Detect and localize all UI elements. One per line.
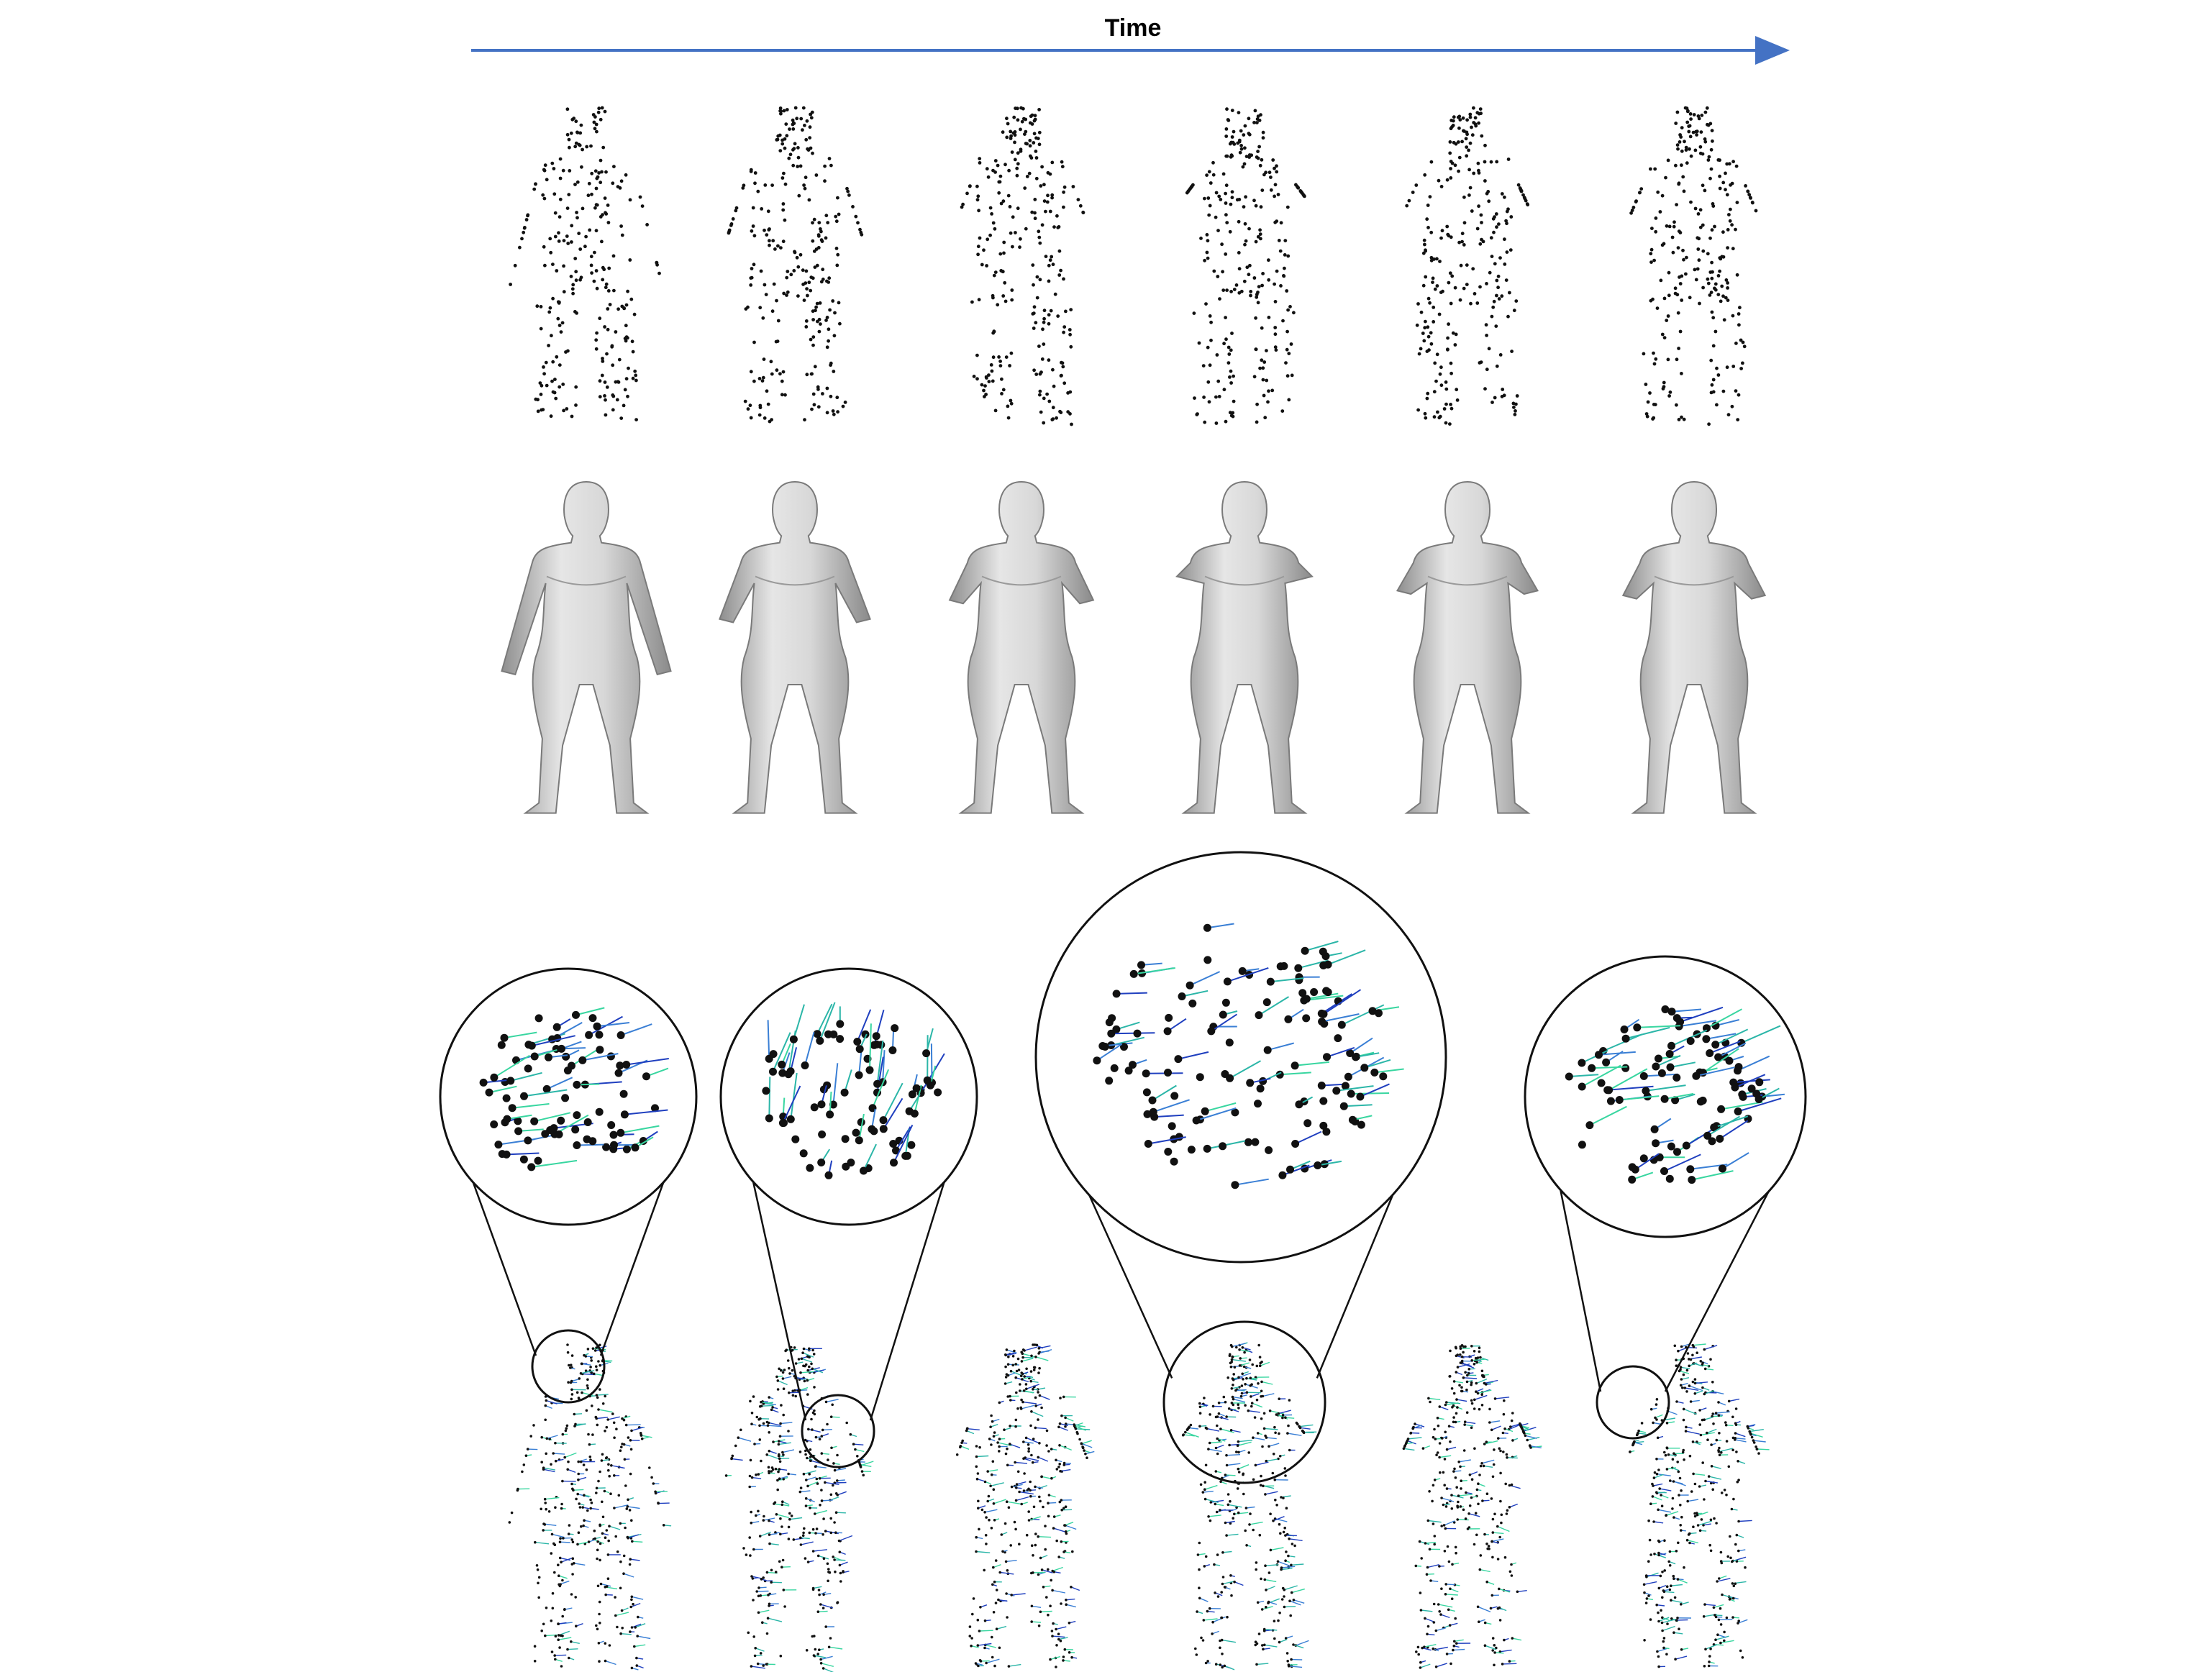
mesh-frame [719,480,871,814]
scene-flow-frame [1629,1343,1770,1668]
mesh-frame [948,480,1095,814]
mesh-frame [1621,480,1767,814]
zoom-inset [439,967,698,1404]
sparse-point-cloud-row [509,106,1758,426]
zoom-source-circle [801,1394,875,1468]
scene-flow-frame [1402,1344,1542,1669]
time-label: Time [1105,14,1162,42]
zoom-inset [719,967,978,1468]
point-cloud-frame [1405,106,1530,426]
zoom-inset [1524,955,1807,1440]
mesh-frame [501,480,672,814]
zoom-magnified-circle [1034,851,1447,1264]
scene-flow-row [508,1342,1770,1672]
zoom-source-circle [1162,1320,1326,1484]
reconstructed-mesh-row [501,480,1767,814]
point-cloud-frame [1629,106,1758,426]
scene-flow-frame [508,1343,672,1671]
point-cloud-frame [1185,107,1306,425]
point-cloud-frame [509,106,661,421]
zoom-source-circle [531,1329,606,1404]
zoom-inset [1034,851,1447,1484]
scene-flow-frame [955,1343,1095,1668]
zoom-source-circle [1596,1365,1670,1440]
scene-flow-frame [724,1346,874,1672]
point-cloud-frame [960,106,1085,426]
mesh-frame [1396,480,1539,814]
zoom-insets [439,851,1807,1484]
mesh-frame [1175,480,1314,814]
point-cloud-frame [727,106,864,424]
zoom-magnified-circle [719,967,978,1226]
scene-flow-frame [1181,1342,1317,1671]
